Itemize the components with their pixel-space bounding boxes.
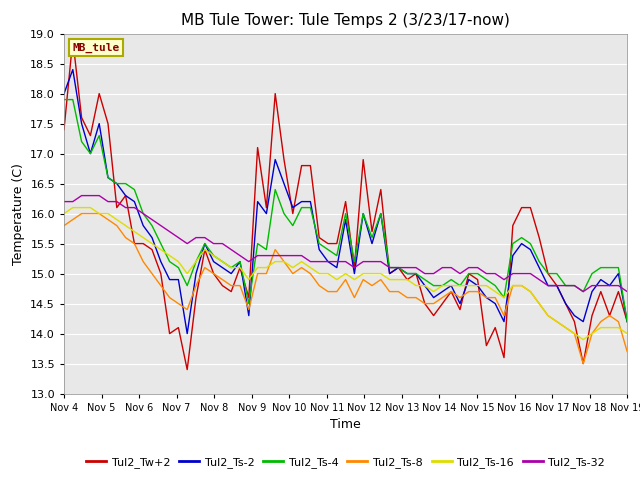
Title: MB Tule Tower: Tule Temps 2 (3/23/17-now): MB Tule Tower: Tule Temps 2 (3/23/17-now… xyxy=(181,13,510,28)
Text: MB_tule: MB_tule xyxy=(72,43,120,53)
Legend: Tul2_Tw+2, Tul2_Ts-2, Tul2_Ts-4, Tul2_Ts-8, Tul2_Ts-16, Tul2_Ts-32: Tul2_Tw+2, Tul2_Ts-2, Tul2_Ts-4, Tul2_Ts… xyxy=(86,457,605,468)
X-axis label: Time: Time xyxy=(330,418,361,431)
Y-axis label: Temperature (C): Temperature (C) xyxy=(12,163,25,264)
